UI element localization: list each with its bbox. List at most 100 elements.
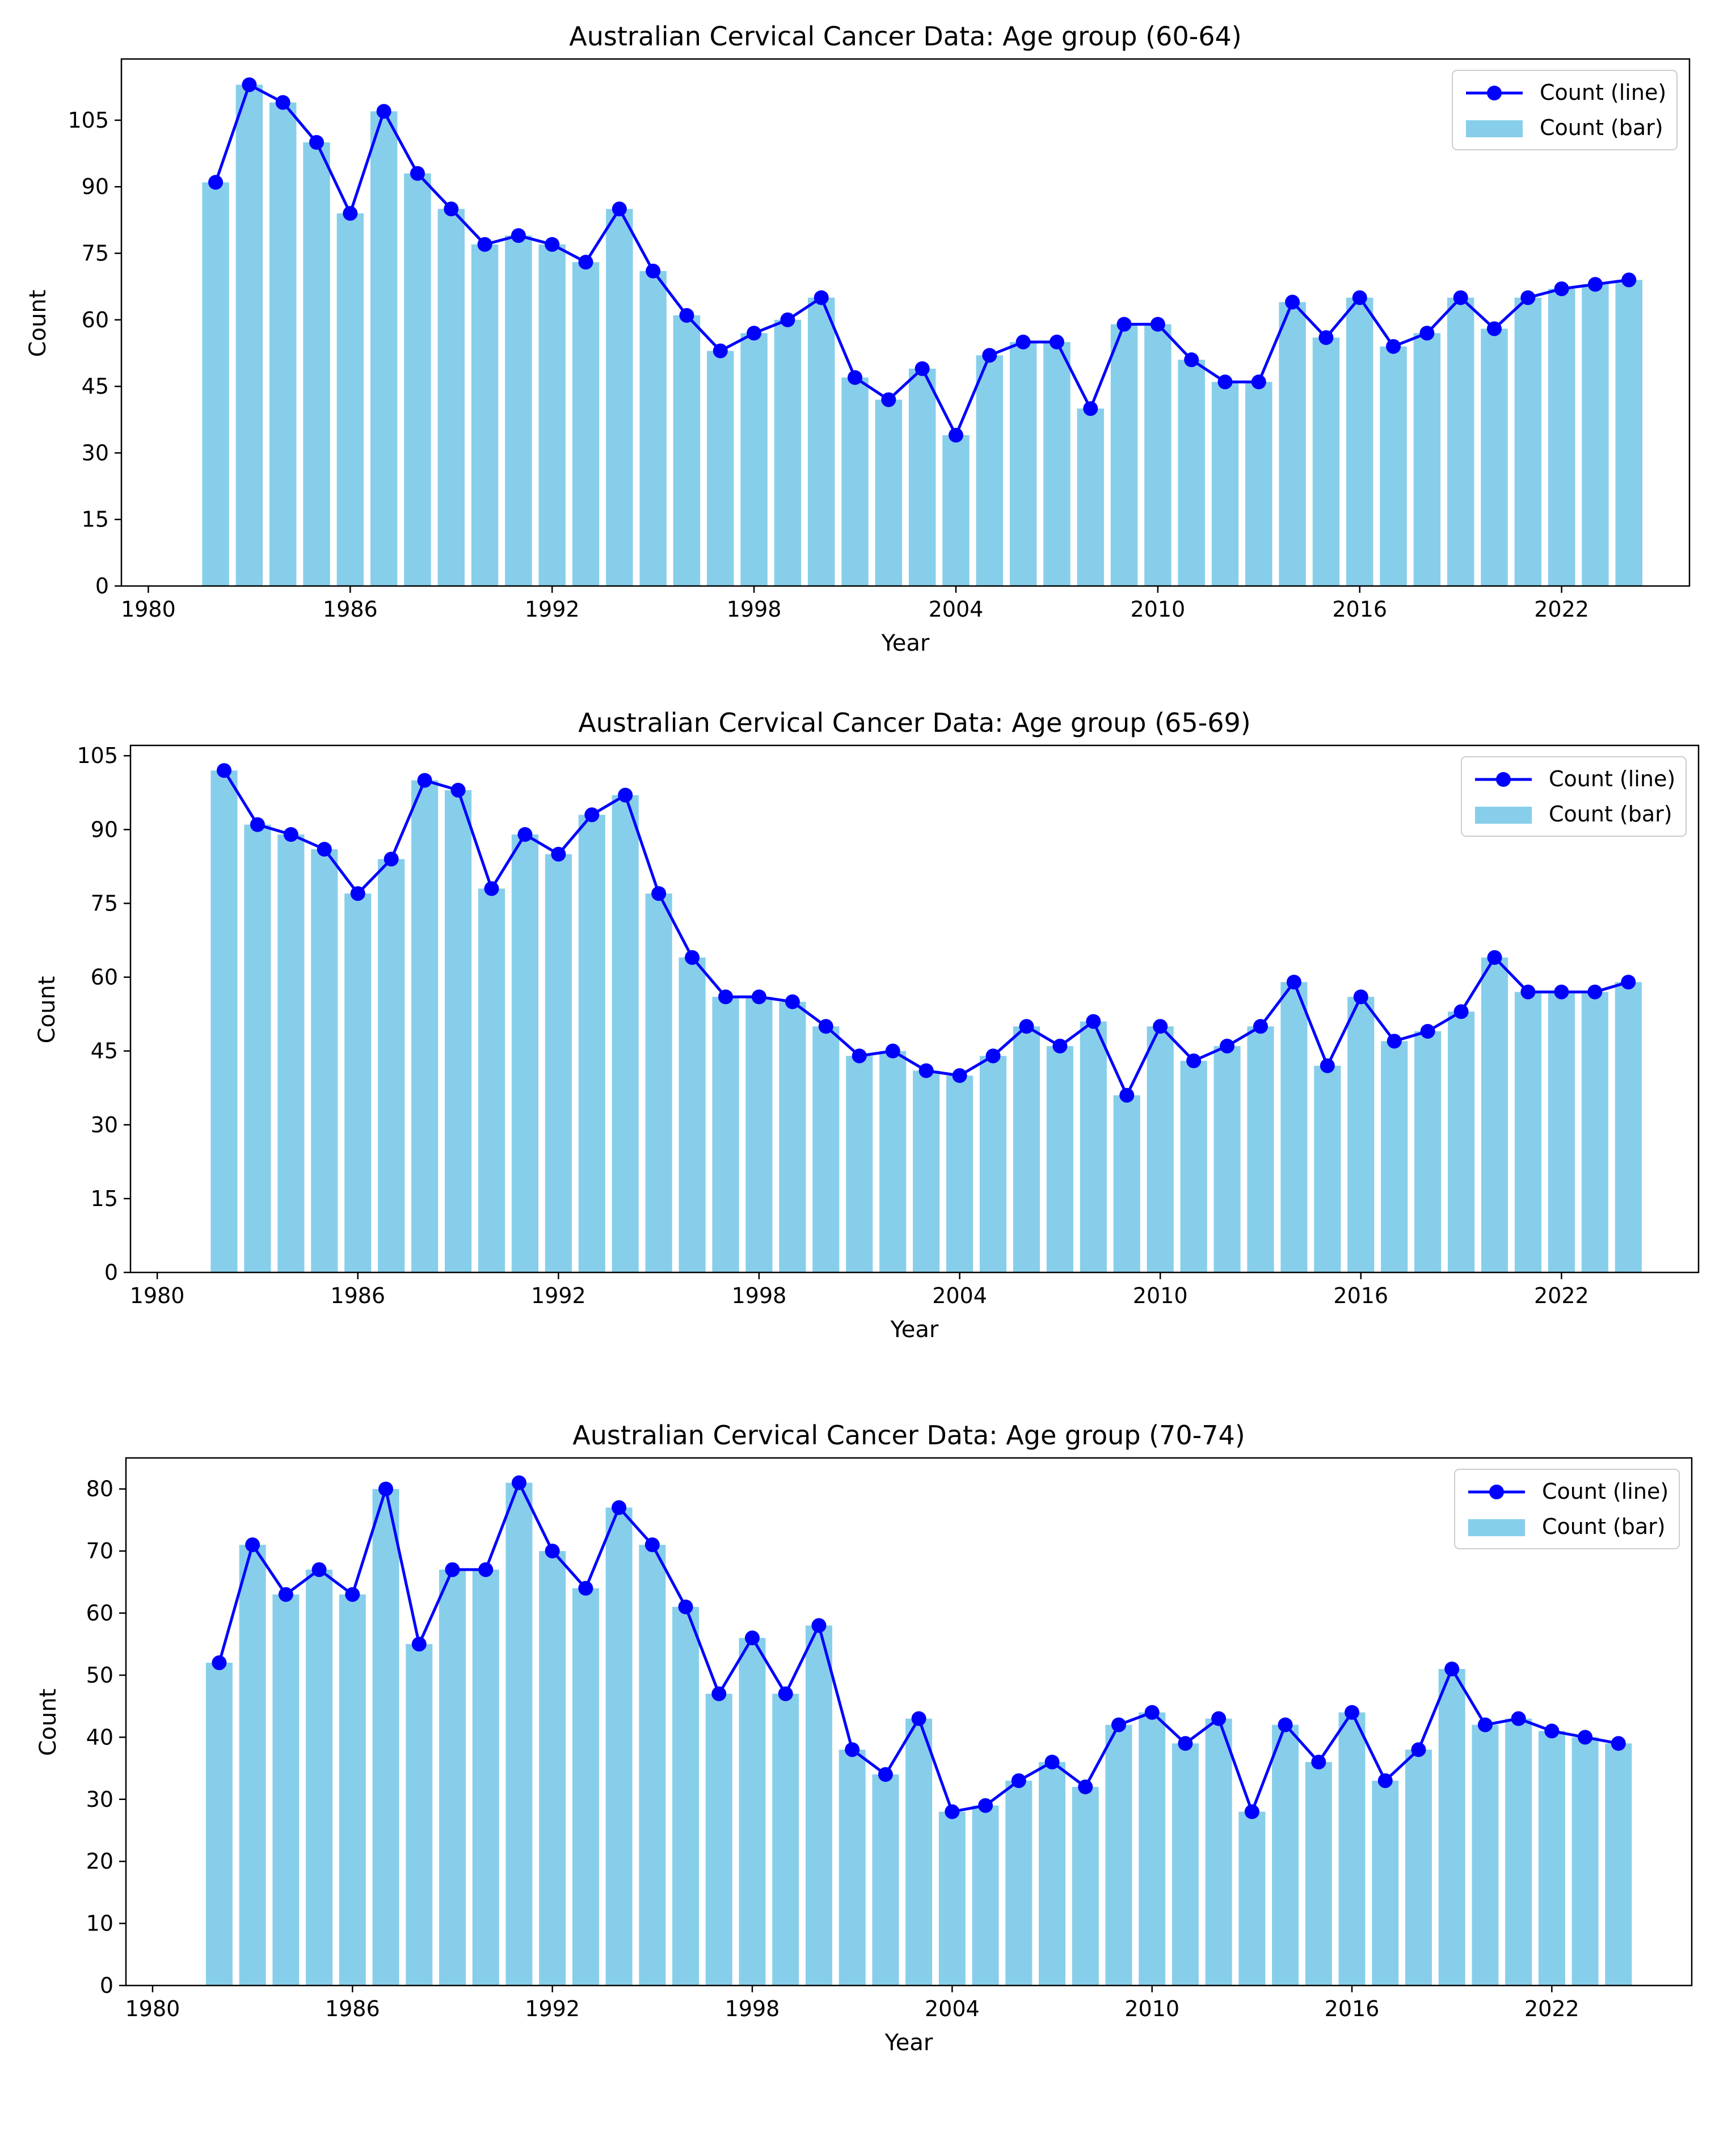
point-2019 — [1453, 1004, 1469, 1019]
point-1999 — [785, 994, 800, 1009]
point-2007 — [1044, 1755, 1060, 1770]
y-tick-label-15: 15 — [91, 1186, 118, 1211]
bar-2014 — [1279, 302, 1306, 586]
bar-2023 — [1581, 992, 1608, 1272]
bar-2016 — [1346, 297, 1373, 586]
point-2005 — [978, 1798, 993, 1813]
point-2009 — [1116, 317, 1132, 332]
point-2016 — [1345, 1705, 1360, 1720]
point-1986 — [350, 886, 365, 901]
bar-2008 — [1080, 1021, 1107, 1272]
point-1993 — [578, 1580, 593, 1596]
bar-2015 — [1305, 1762, 1332, 1986]
bar-2010 — [1147, 1026, 1174, 1272]
bar-1993 — [572, 1588, 599, 1986]
point-1992 — [545, 1544, 560, 1559]
x-tick-label-1998: 1998 — [732, 1283, 787, 1308]
point-2003 — [918, 1063, 934, 1078]
bar-2020 — [1481, 957, 1509, 1272]
point-1987 — [378, 1481, 394, 1497]
point-1991 — [511, 228, 526, 243]
point-2023 — [1587, 277, 1603, 292]
point-1999 — [778, 1686, 793, 1701]
point-2001 — [852, 1048, 867, 1064]
bar-1994 — [605, 1507, 633, 1986]
point-2011 — [1178, 1736, 1193, 1751]
bar-2013 — [1247, 1026, 1274, 1272]
point-2000 — [818, 1019, 833, 1034]
point-1986 — [345, 1587, 360, 1602]
y-tick-label-90: 90 — [82, 174, 109, 199]
x-tick-label-1980: 1980 — [125, 1996, 180, 2021]
point-1994 — [612, 1500, 627, 1515]
point-1986 — [343, 206, 358, 221]
point-1987 — [384, 851, 399, 867]
bar-1987 — [370, 111, 398, 586]
bar-2007 — [1046, 1046, 1073, 1272]
legend-label-bar: Count (bar) — [1540, 115, 1663, 140]
point-2017 — [1377, 1773, 1393, 1788]
point-2017 — [1386, 339, 1401, 354]
point-1994 — [612, 201, 627, 217]
bar-2018 — [1405, 1750, 1432, 1986]
bar-2004 — [938, 1811, 966, 1986]
point-2014 — [1278, 1717, 1293, 1732]
bar-2001 — [846, 1056, 873, 1272]
bar-2010 — [1139, 1712, 1166, 1986]
bar-1991 — [505, 1482, 533, 1986]
y-tick-label-105: 105 — [68, 108, 109, 133]
bar-2000 — [812, 1026, 840, 1272]
bar-1987 — [378, 859, 405, 1272]
point-1985 — [311, 1562, 327, 1577]
legend — [1452, 70, 1678, 150]
point-2010 — [1150, 317, 1165, 332]
bar-2016 — [1338, 1712, 1366, 1986]
bar-1987 — [372, 1489, 399, 1986]
bar-2019 — [1438, 1669, 1465, 1986]
bar-2018 — [1414, 1031, 1442, 1272]
point-2002 — [878, 1767, 893, 1782]
point-1995 — [644, 1537, 660, 1553]
bar-1995 — [639, 1545, 666, 1986]
legend — [1461, 756, 1687, 837]
point-2018 — [1420, 1023, 1435, 1039]
plot-frame — [125, 1457, 1693, 1987]
bar-series — [202, 85, 1642, 587]
y-tick-label-0: 0 — [100, 1973, 113, 1998]
y-tick-label-30: 30 — [86, 1787, 113, 1812]
point-1995 — [651, 886, 667, 901]
x-tick-label-1986: 1986 — [323, 597, 378, 622]
x-axis-label: Year — [881, 630, 930, 656]
bar-2011 — [1178, 360, 1205, 586]
x-tick-label-1980: 1980 — [130, 1283, 185, 1308]
bar-1998 — [740, 333, 768, 586]
point-1998 — [747, 326, 762, 341]
bar-2016 — [1347, 997, 1375, 1272]
legend-label-line: Count (line) — [1542, 1479, 1668, 1504]
bar-2003 — [905, 1718, 933, 1986]
bar-2021 — [1514, 297, 1542, 586]
point-1990 — [484, 881, 499, 896]
point-1983 — [250, 817, 265, 832]
bar-1990 — [472, 1569, 499, 1986]
point-1991 — [517, 827, 533, 842]
point-2005 — [982, 348, 997, 363]
chart-age-60-64: Australian Cervical Cancer Data: Age gro… — [25, 21, 1691, 656]
point-2017 — [1387, 1034, 1402, 1049]
bar-1999 — [774, 319, 802, 586]
point-2002 — [885, 1043, 900, 1059]
point-1989 — [444, 201, 459, 217]
point-2015 — [1318, 330, 1334, 345]
point-2021 — [1520, 290, 1536, 305]
point-2024 — [1621, 975, 1636, 990]
point-2022 — [1554, 281, 1569, 297]
point-1988 — [417, 773, 432, 788]
bar-2022 — [1548, 289, 1575, 586]
point-2004 — [948, 428, 963, 443]
bar-1992 — [545, 854, 572, 1272]
bar-2020 — [1472, 1725, 1499, 1986]
point-1993 — [584, 807, 600, 823]
bar-2005 — [979, 1056, 1007, 1272]
legend-label-bar: Count (bar) — [1549, 802, 1672, 827]
bar-2002 — [872, 1774, 899, 1986]
